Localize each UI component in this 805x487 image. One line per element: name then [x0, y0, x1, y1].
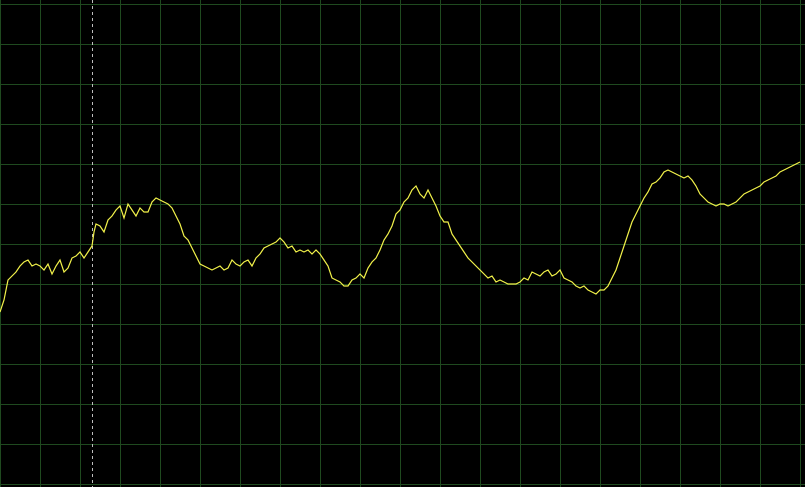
series-trace: [0, 161, 801, 313]
